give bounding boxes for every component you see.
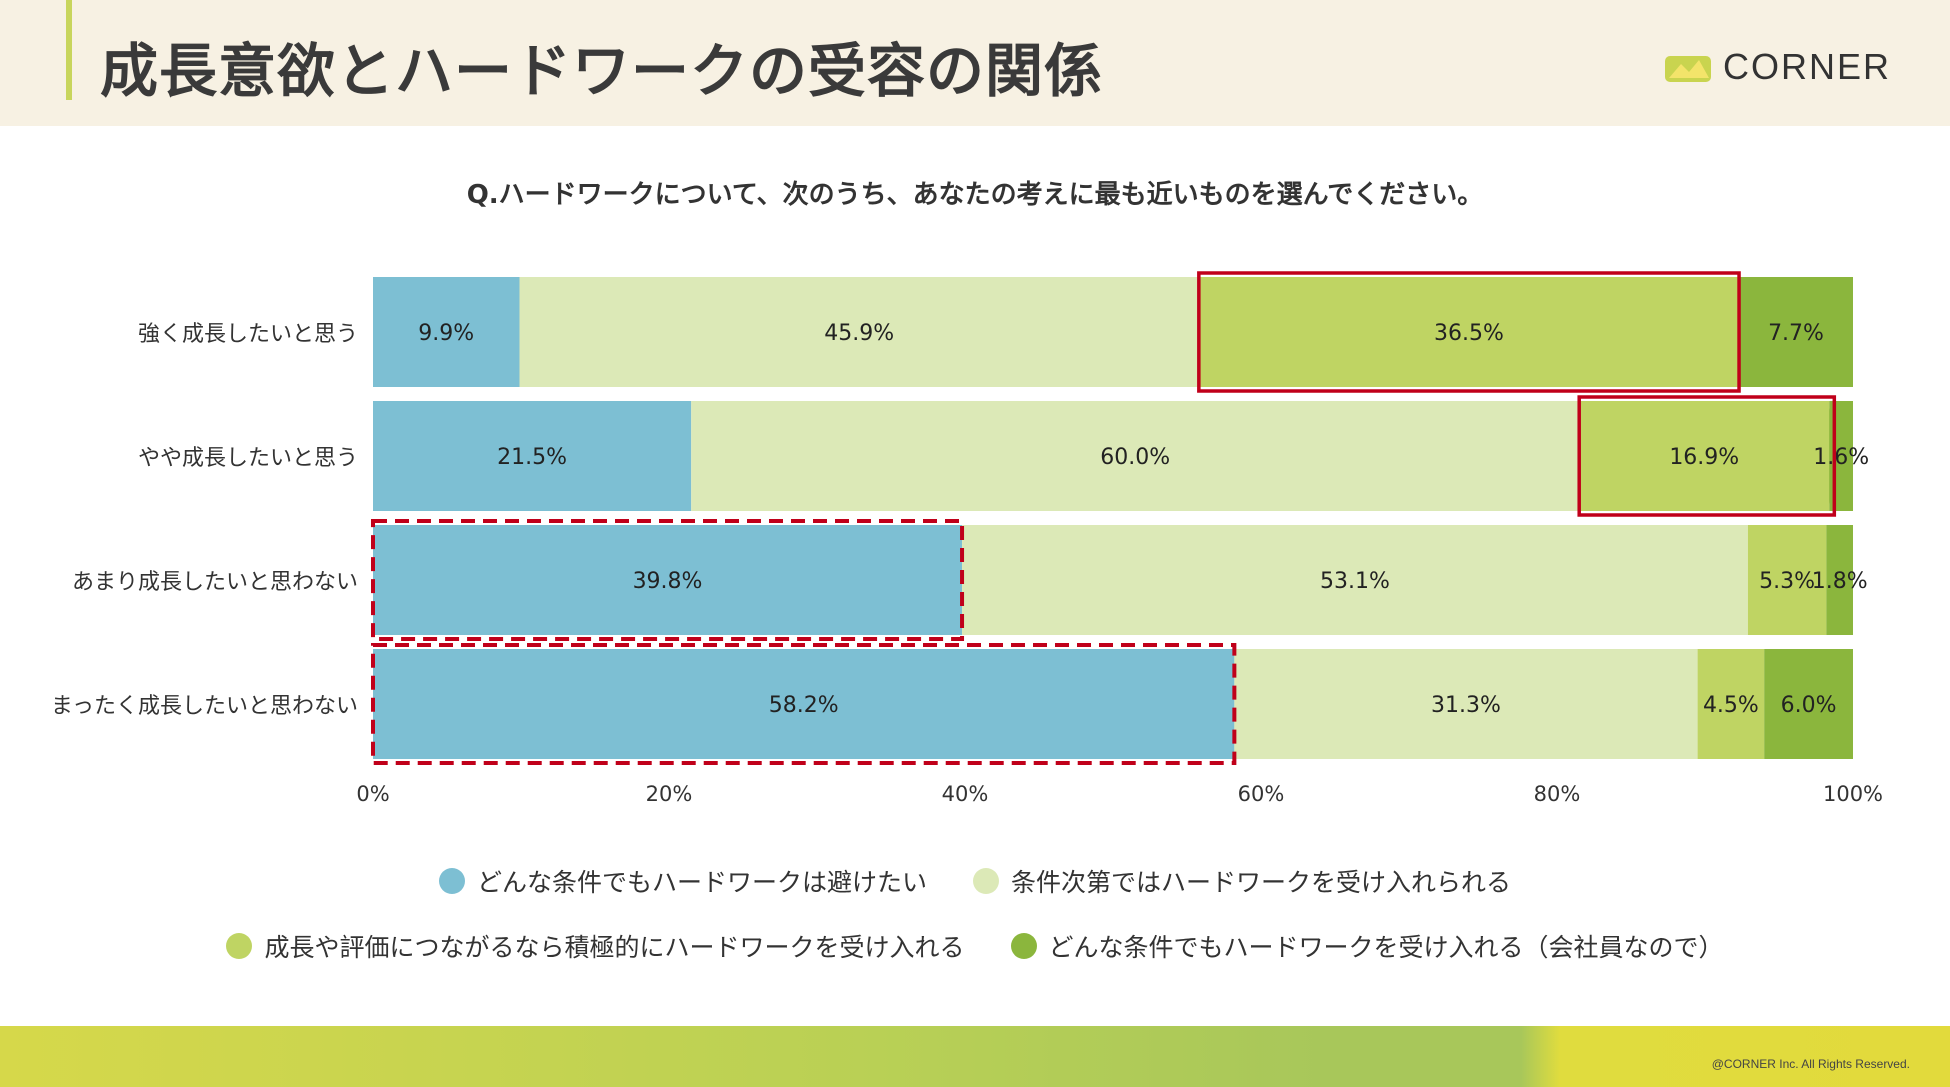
highlight-box (371, 519, 965, 641)
data-label-conditional: 53.1% (1320, 569, 1390, 594)
legend-item-growth: 成長や評価につながるなら積極的にハードワークを受け入れる (226, 928, 965, 964)
category-label: やや成長したいと思う (138, 446, 358, 471)
data-label-growth: 5.3% (1759, 569, 1815, 594)
legend-item-always: どんな条件でもハードワークを受け入れる（会社員なので） (1010, 928, 1724, 964)
bar-segment-growth (1747, 525, 1827, 635)
legend-swatch-growth (226, 933, 253, 959)
x-tick-label: 60% (1238, 782, 1285, 806)
x-tick-label: 40% (942, 782, 989, 806)
bar-segment-avoid (373, 401, 692, 511)
bar-segment-avoid (373, 525, 963, 635)
data-label-avoid: 21.5% (497, 445, 567, 470)
data-label-avoid: 9.9% (418, 321, 474, 346)
bar-segment-always (1826, 525, 1853, 635)
x-tick-label: 20% (646, 782, 693, 806)
corner-logo-icon (1665, 56, 1711, 82)
survey-question: Q.ハードワークについて、次のうち、あなたの考えに最も近いものを選んでください。 (466, 180, 1484, 210)
legend-label-always: どんな条件でもハードワークを受け入れる（会社員なので） (1048, 933, 1724, 962)
data-label-conditional: 45.9% (824, 321, 894, 346)
bar-segment-conditional (691, 401, 1580, 511)
highlight-box (1197, 271, 1741, 393)
data-label-avoid: 58.2% (769, 693, 839, 718)
header-bar: 成長意欲とハードワークの受容の関係 CORNER (0, 0, 1950, 126)
bar-segment-growth (1198, 277, 1740, 387)
bar-segment-growth (1579, 401, 1830, 511)
legend-item-conditional: 条件次第ではハードワークを受け入れられる (973, 863, 1511, 899)
legend-row-1: どんな条件でもハードワークは避けたい 条件次第ではハードワークを受け入れられる (0, 863, 1950, 899)
highlight-box (371, 643, 1237, 765)
legend-label-conditional: 条件次第ではハードワークを受け入れられる (1011, 868, 1512, 897)
bar-segment-avoid (373, 277, 520, 387)
bar-segment-always (1739, 277, 1853, 387)
bar-segment-avoid (373, 649, 1235, 759)
legend-label-avoid: どんな条件でもハードワークは避けたい (476, 868, 927, 897)
highlight-box (1577, 395, 1837, 517)
data-label-always: 1.8% (1812, 569, 1868, 594)
category-label: あまり成長したいと思わない (72, 570, 358, 595)
bar-segment-conditional (519, 277, 1199, 387)
legend-swatch-always (1010, 933, 1037, 959)
page-title: 成長意欲とハードワークの受容の関係 (100, 37, 1104, 105)
data-label-always: 1.6% (1813, 445, 1869, 470)
x-tick-label: 80% (1534, 782, 1581, 806)
category-label: まったく成長したいと思わない (51, 694, 358, 719)
copyright: @CORNER Inc. All Rights Reserved. (1711, 1057, 1910, 1071)
legend-label-growth: 成長や評価につながるなら積極的にハードワークを受け入れる (264, 933, 965, 962)
bar-segment-growth (1697, 649, 1765, 759)
stacked-bar-chart: 強く成長したいと思う 9.9% 45.9% 36.5% 7.7% やや成長したいと思う 21… (51, 271, 1883, 806)
bar-segment-conditional (962, 525, 1748, 635)
bar-segment-conditional (1234, 649, 1698, 759)
data-label-conditional: 31.3% (1431, 693, 1501, 718)
x-tick-label: 0% (356, 782, 389, 806)
data-label-always: 6.0% (1781, 693, 1837, 718)
legend-item-avoid: どんな条件でもハードワークは避けたい (438, 863, 927, 899)
data-label-conditional: 60.0% (1100, 445, 1170, 470)
category-label: 強く成長したいと思う (138, 322, 358, 347)
data-label-always: 7.7% (1768, 321, 1824, 346)
logo-text: CORNER (1723, 46, 1892, 87)
bar-segment-always (1764, 649, 1853, 759)
footer-band (0, 1026, 1950, 1087)
legend-swatch-conditional (973, 868, 999, 894)
data-label-growth: 16.9% (1669, 445, 1739, 470)
legend-row-2: 成長や評価につながるなら積極的にハードワークを受け入れる どんな条件でもハードワ… (0, 928, 1950, 964)
data-label-avoid: 39.8% (633, 569, 703, 594)
legend-swatch-avoid (438, 868, 465, 894)
corner-logo: CORNER (1665, 42, 1891, 92)
header-accent-line (66, 0, 72, 100)
x-tick-label: 100% (1823, 782, 1883, 806)
data-label-growth: 4.5% (1703, 693, 1759, 718)
data-label-growth: 36.5% (1434, 321, 1504, 346)
